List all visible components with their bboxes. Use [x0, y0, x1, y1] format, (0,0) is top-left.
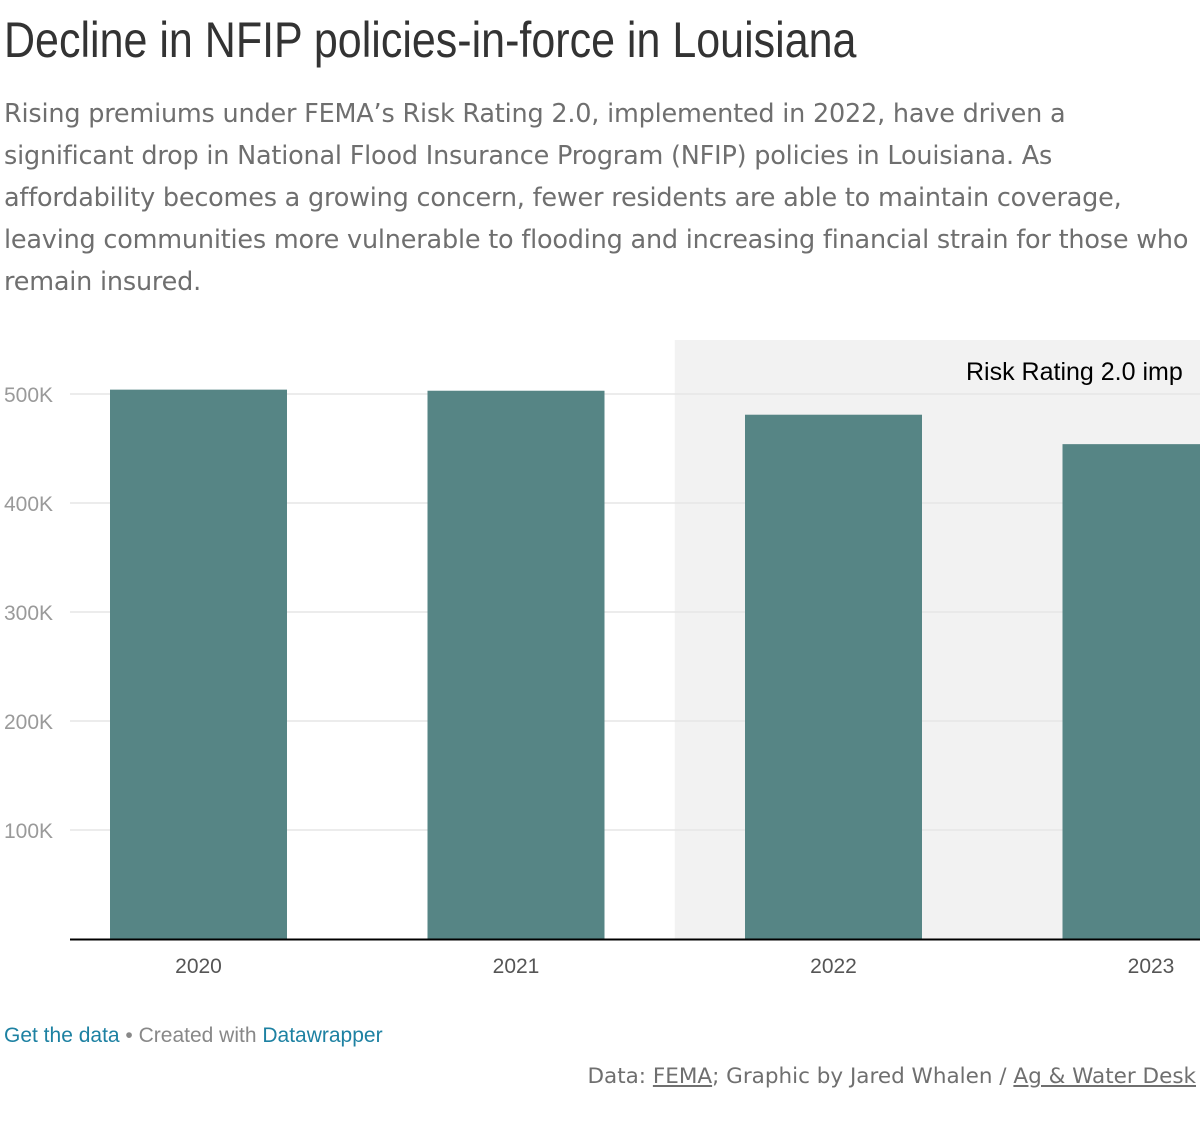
bar-2023: [1062, 444, 1200, 939]
x-tick-label: 2022: [810, 955, 857, 978]
y-tick-label: 200K: [4, 711, 53, 734]
created-with-text: • Created with: [119, 1024, 263, 1047]
source-credit: Data: FEMA; Graphic by Jared Whalen / Ag…: [587, 1064, 1196, 1089]
y-tick-label: 300K: [4, 602, 53, 625]
x-tick-label: 2020: [175, 955, 222, 978]
x-tick-label: 2021: [493, 955, 540, 978]
chart-description: Rising premiums under FEMA’s Risk Rating…: [4, 99, 1189, 297]
chart-footer-links: Get the data • Created with Datawrapper: [4, 1024, 383, 1048]
data-prefix: Data:: [587, 1064, 653, 1089]
chart-title: Decline in NFIP policies-in-force in Lou…: [4, 12, 857, 68]
x-tick-label: 2023: [1128, 955, 1175, 978]
datawrapper-link[interactable]: Datawrapper: [262, 1024, 383, 1047]
ag-water-desk-link[interactable]: Ag & Water Desk: [1013, 1064, 1196, 1089]
bar-2020: [110, 389, 287, 939]
y-tick-label: 500K: [4, 384, 53, 407]
bar-chart: Risk Rating 2.0 imp 100K 200K 300K 400K 500K 2…: [4, 340, 1200, 978]
get-the-data-link[interactable]: Get the data: [4, 1024, 120, 1047]
credit-text: ; Graphic by Jared Whalen /: [712, 1064, 1014, 1089]
bar-2021: [427, 390, 605, 940]
y-tick-label: 100K: [4, 820, 53, 843]
highlight-range-label: Risk Rating 2.0 imp: [966, 358, 1183, 386]
bar-2022: [745, 414, 922, 940]
y-tick-label: 400K: [4, 493, 53, 516]
fema-source-link[interactable]: FEMA: [652, 1064, 713, 1089]
